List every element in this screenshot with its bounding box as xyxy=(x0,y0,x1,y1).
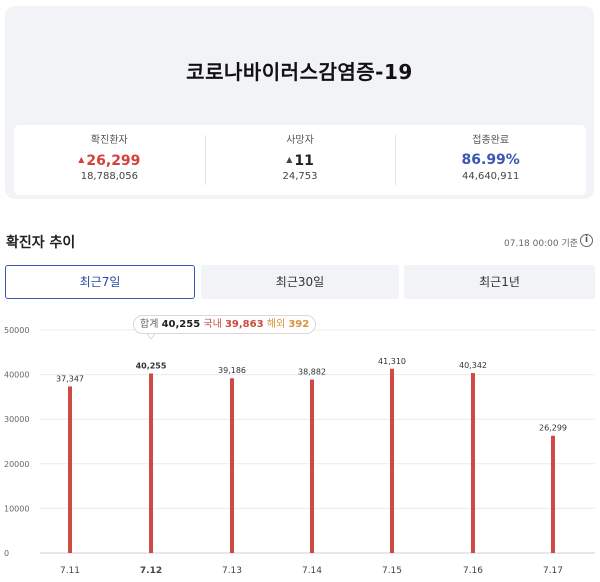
bar-value-label: 37,347 xyxy=(56,374,84,383)
bar-value-label: 38,882 xyxy=(298,368,326,377)
stat-total-confirmed: 18,788,056 xyxy=(80,171,138,182)
info-circle-icon[interactable]: i xyxy=(580,234,593,247)
x-tick-label: 7.17 xyxy=(543,566,563,576)
stat-label-vaccinated: 접종완료 xyxy=(472,135,510,146)
x-tick-label: 7.13 xyxy=(222,566,242,576)
stat-total-deaths: 24,753 xyxy=(282,171,318,182)
bar-value-label: 39,186 xyxy=(218,366,246,375)
y-tick-label: 50000 xyxy=(4,326,29,335)
bar-value-label: 41,310 xyxy=(378,357,406,366)
x-tick-label: 7.14 xyxy=(302,566,322,576)
arrow-up-icon: ▲ xyxy=(286,155,293,164)
update-time: 07.18 00:00 기준 xyxy=(504,239,578,249)
tooltip-abroad-value: 392 xyxy=(288,319,310,330)
stat-label-confirmed: 확진환자 xyxy=(90,135,128,146)
stat-deaths: 사망자 ▲ 11 24,753 xyxy=(204,125,396,195)
stat-value-vaccinated: 86.99% xyxy=(461,152,520,168)
stats-box: 확진환자 ▲ 26,299 18,788,056 사망자 ▲ 11 24,753 접… xyxy=(14,125,586,195)
chart-tooltip: 합계 40,255 국내 39,863 해외 392 xyxy=(133,315,317,334)
summary-title: 코로나바이러스감염증-19 xyxy=(186,60,413,84)
stat-vaccinated: 접종완료 86.99% 44,640,911 xyxy=(395,125,586,195)
y-tick-label: 40000 xyxy=(4,371,29,380)
bar-value-label: 40,342 xyxy=(459,361,487,370)
stat-total-vaccinated: 44,640,911 xyxy=(462,171,520,182)
tooltip-total-value: 40,255 xyxy=(161,319,201,330)
bar-7.14 xyxy=(310,379,314,553)
y-tick-label: 10000 xyxy=(4,504,29,513)
x-tick-label: 7.16 xyxy=(463,566,483,576)
covid-summary-card: 코로나바이러스감염증-19 확진환자 ▲ 26,299 18,788,056 사망… xyxy=(5,6,594,199)
bar-value-label: 40,255 xyxy=(136,361,167,370)
stat-label-deaths: 사망자 xyxy=(286,135,314,146)
tooltip-pointer xyxy=(146,333,156,340)
bar-7.15 xyxy=(390,368,394,553)
bar-7.11 xyxy=(68,386,72,553)
bar-7.13 xyxy=(230,378,234,553)
bar-7.12 xyxy=(149,373,153,553)
bar-7.16 xyxy=(471,373,475,553)
confirmed-cases-bar-chart: 0 10000 20000 30000 40000 50000 37,347 7.11 40,2… xyxy=(4,326,595,576)
tooltip-domestic-value: 39,863 xyxy=(224,319,264,330)
period-tabs: 최근7일 최근30일 최근1년 xyxy=(5,265,595,299)
bar-7.17 xyxy=(551,435,555,553)
arrow-up-icon: ▲ xyxy=(78,155,85,164)
tab-recent-7-days[interactable]: 최근7일 xyxy=(5,265,195,299)
x-tick-label: 7.12 xyxy=(140,566,162,576)
stat-value-confirmed: ▲ 26,299 xyxy=(78,153,141,169)
y-tick-label: 30000 xyxy=(4,415,29,424)
bar-value-label: 26,299 xyxy=(539,424,567,433)
tab-recent-30-days[interactable]: 최근30일 xyxy=(201,265,399,299)
stat-value-deaths: ▲ 11 xyxy=(286,153,314,169)
trend-title: 확진자 추이 xyxy=(6,235,76,251)
x-tick-label: 7.15 xyxy=(382,566,402,576)
tab-recent-1-year[interactable]: 최근1년 xyxy=(404,265,595,299)
x-tick-label: 7.11 xyxy=(60,566,80,576)
stat-confirmed: 확진환자 ▲ 26,299 18,788,056 xyxy=(14,125,205,195)
y-tick-label: 20000 xyxy=(4,460,29,469)
y-tick-label: 0 xyxy=(4,549,9,558)
